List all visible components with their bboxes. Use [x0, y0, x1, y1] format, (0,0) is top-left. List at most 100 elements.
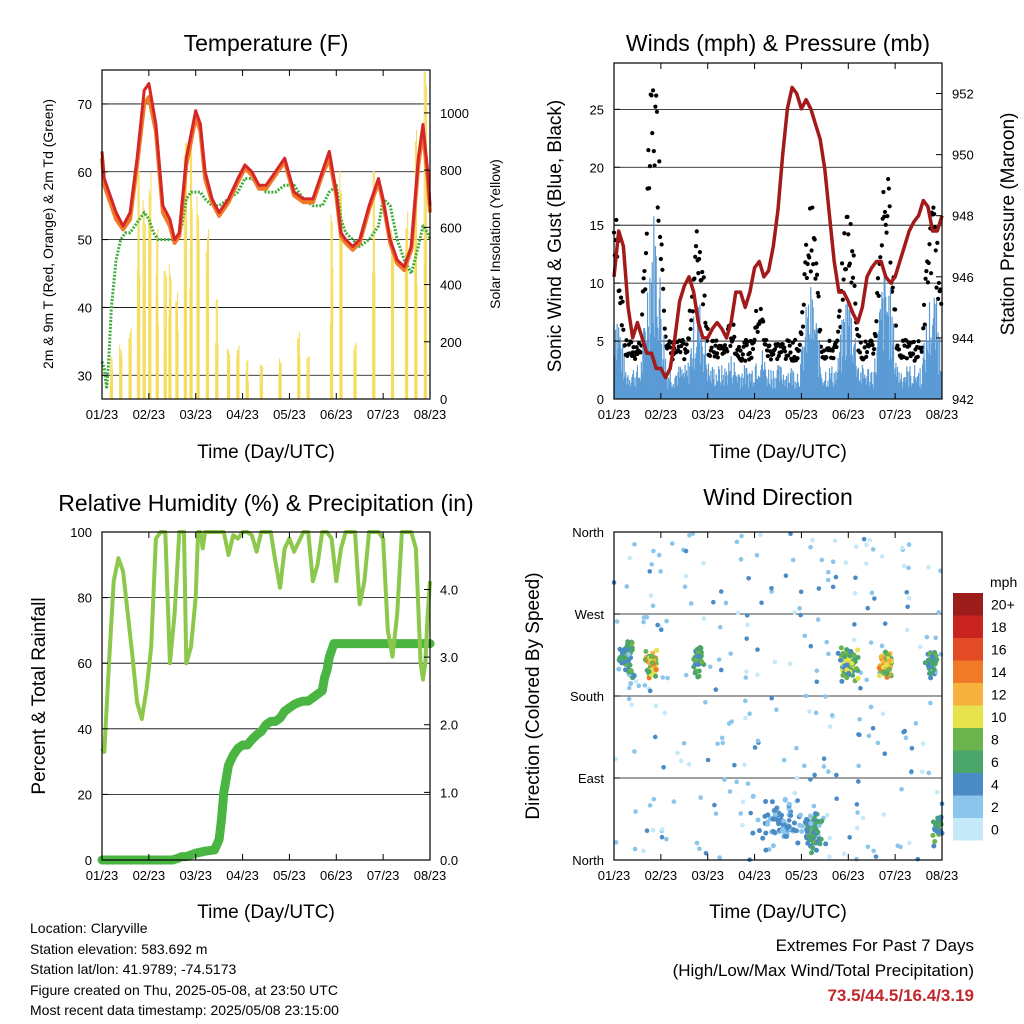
gust-point: [749, 355, 754, 360]
direction-point: [744, 613, 750, 618]
gust-point: [786, 353, 791, 358]
gust-point: [858, 340, 863, 345]
gust-point: [758, 306, 763, 312]
x-tick-label: 08/23: [414, 407, 447, 422]
gust-point: [644, 231, 649, 236]
direction-point: [769, 585, 774, 591]
direction-point: [812, 811, 818, 817]
gust-point: [814, 261, 819, 266]
colorbar-swatch: [953, 795, 983, 818]
colorbar-swatch: [953, 593, 983, 616]
gust-point: [656, 218, 661, 223]
direction-point: [763, 847, 769, 853]
direction-point: [797, 812, 803, 818]
gust-point: [919, 349, 924, 354]
gust-point: [678, 349, 683, 355]
direction-point: [703, 850, 709, 856]
direction-point: [743, 715, 748, 721]
gust-point: [736, 344, 742, 350]
direction-point: [814, 668, 820, 674]
colorbar-swatch: [953, 728, 983, 751]
gust-point: [654, 93, 659, 98]
direction-points: [611, 531, 945, 862]
gust-point: [722, 343, 727, 348]
direction-point: [876, 673, 882, 679]
station-elevation: Station elevation: 583.692 m: [30, 940, 208, 957]
direction-point: [732, 762, 737, 768]
humidity-panel: Relative Humidity (%) & Precipitation (i…: [29, 490, 474, 923]
direction-point: [651, 796, 657, 802]
y-tick-label-left: 100: [70, 525, 92, 540]
direction-point: [875, 740, 881, 746]
direction-xlabel: Time (Day/UTC): [709, 902, 847, 923]
direction-point: [692, 670, 698, 676]
direction-point: [686, 761, 692, 767]
y-tick-label-left: West: [575, 607, 605, 622]
direction-point: [647, 569, 653, 574]
gust-point: [705, 326, 710, 331]
y-tick-label-right: 1000: [440, 106, 469, 121]
direction-panel: Wind Direction NorthEastSouthWestNorth01…: [523, 484, 1017, 923]
direction-point: [659, 827, 665, 832]
gust-point: [653, 104, 658, 109]
direction-point: [748, 810, 754, 816]
x-tick-label: 01/23: [86, 868, 119, 883]
direction-point: [884, 652, 890, 658]
gust-point: [932, 211, 937, 217]
colorbar-label: 6: [991, 754, 999, 770]
direction-point: [870, 547, 876, 552]
x-tick-label: 03/23: [691, 407, 724, 422]
direction-point: [904, 627, 910, 633]
y-tick-label-right: 950: [952, 148, 974, 163]
direction-point: [807, 837, 813, 843]
direction-point: [776, 810, 782, 816]
direction-point: [832, 538, 838, 543]
gust-point: [780, 342, 785, 347]
direction-point: [763, 799, 769, 805]
gust-point: [684, 342, 689, 347]
direction-point: [804, 829, 810, 835]
direction-point: [810, 537, 815, 543]
direction-point: [841, 851, 847, 857]
direction-point: [906, 542, 912, 547]
gust-point: [768, 357, 774, 362]
direction-point: [928, 670, 934, 676]
gust-point: [732, 334, 737, 340]
direction-point: [833, 574, 839, 580]
direction-point: [763, 830, 769, 836]
x-tick-label: 03/23: [179, 407, 212, 422]
direction-point: [626, 652, 632, 658]
gust-point: [711, 338, 716, 344]
gust-point: [843, 267, 849, 272]
direction-point: [847, 653, 853, 659]
direction-point: [830, 584, 836, 590]
direction-point: [812, 772, 817, 778]
direction-point: [798, 612, 803, 618]
gust-point: [617, 288, 622, 293]
gust-point: [853, 301, 858, 306]
direction-point: [699, 659, 705, 665]
y-tick-label-left: 30: [78, 368, 92, 383]
gust-point: [934, 285, 939, 290]
direction-point: [882, 751, 888, 757]
winds-xlabel: Time (Day/UTC): [709, 442, 847, 463]
direction-point: [617, 646, 623, 652]
gust-point: [895, 343, 900, 348]
direction-point: [880, 659, 886, 665]
gust-point: [697, 256, 702, 262]
direction-point: [696, 654, 702, 660]
direction-point: [827, 724, 833, 730]
colorbar-label: 10: [991, 709, 1007, 725]
direction-point: [865, 844, 871, 850]
direction-point: [755, 817, 761, 823]
colorbar-label: 2: [991, 799, 999, 815]
direction-point: [627, 555, 633, 561]
direction-point: [771, 816, 777, 822]
direction-point: [769, 799, 775, 805]
direction-point: [648, 654, 654, 660]
direction-point: [844, 675, 850, 681]
direction-point: [713, 811, 719, 816]
x-tick-label: 07/23: [367, 407, 400, 422]
gust-point: [703, 320, 708, 325]
direction-point: [824, 812, 830, 818]
